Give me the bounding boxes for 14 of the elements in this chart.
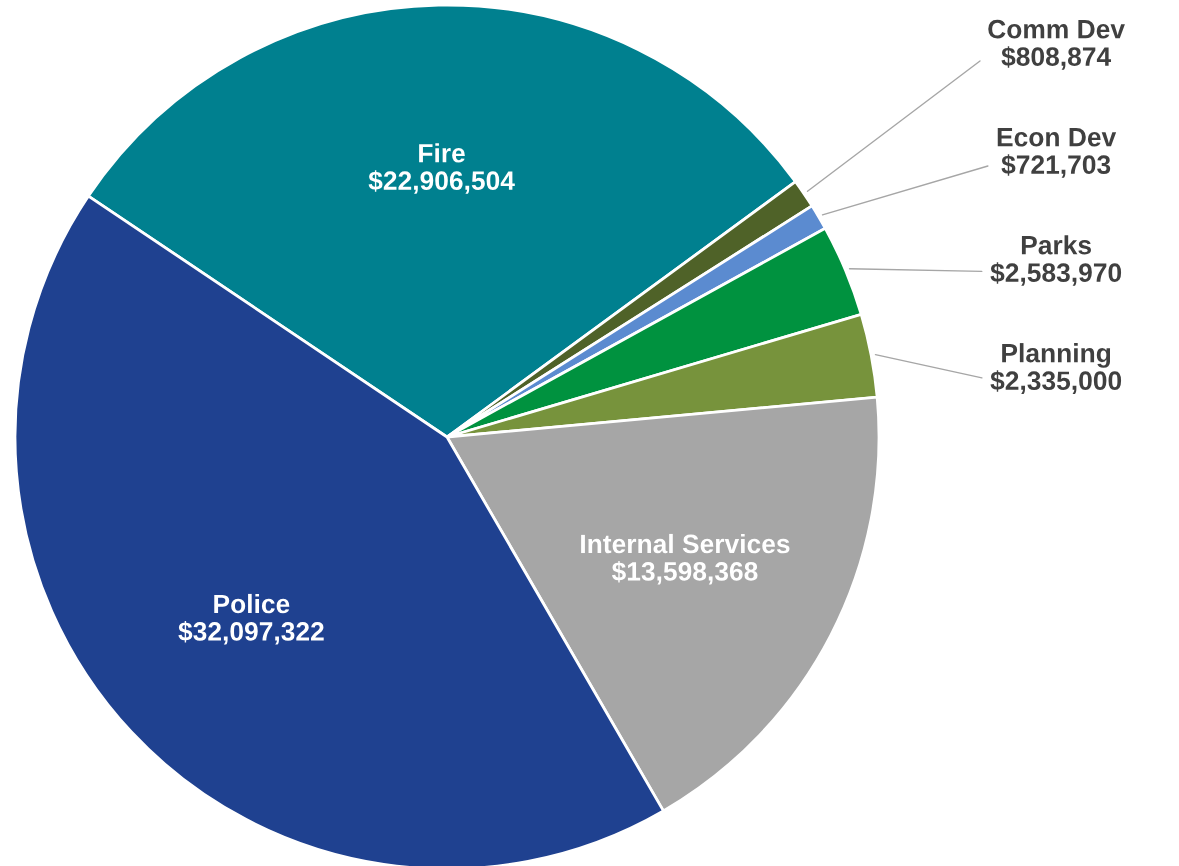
data-label: $721,703	[1001, 154, 1111, 178]
slice-label: Internal Services	[581, 533, 790, 554]
data-label: $808,874	[1001, 46, 1112, 70]
slice-label: Parks	[1021, 235, 1091, 255]
data-label: $13,598,368	[611, 560, 758, 585]
slice-label: Comm Dev	[988, 19, 1125, 39]
data-label: $32,097,322	[178, 620, 324, 645]
data-label: $2,335,000	[990, 370, 1122, 394]
slice-label: Fire	[419, 143, 465, 163]
slice-label: Planning	[1002, 343, 1111, 368]
data-label: $22,906,504	[368, 170, 515, 194]
data-label: $2,583,970	[990, 262, 1122, 286]
slice-label: Econ Dev	[997, 128, 1117, 147]
slice-label: Police	[214, 593, 290, 614]
